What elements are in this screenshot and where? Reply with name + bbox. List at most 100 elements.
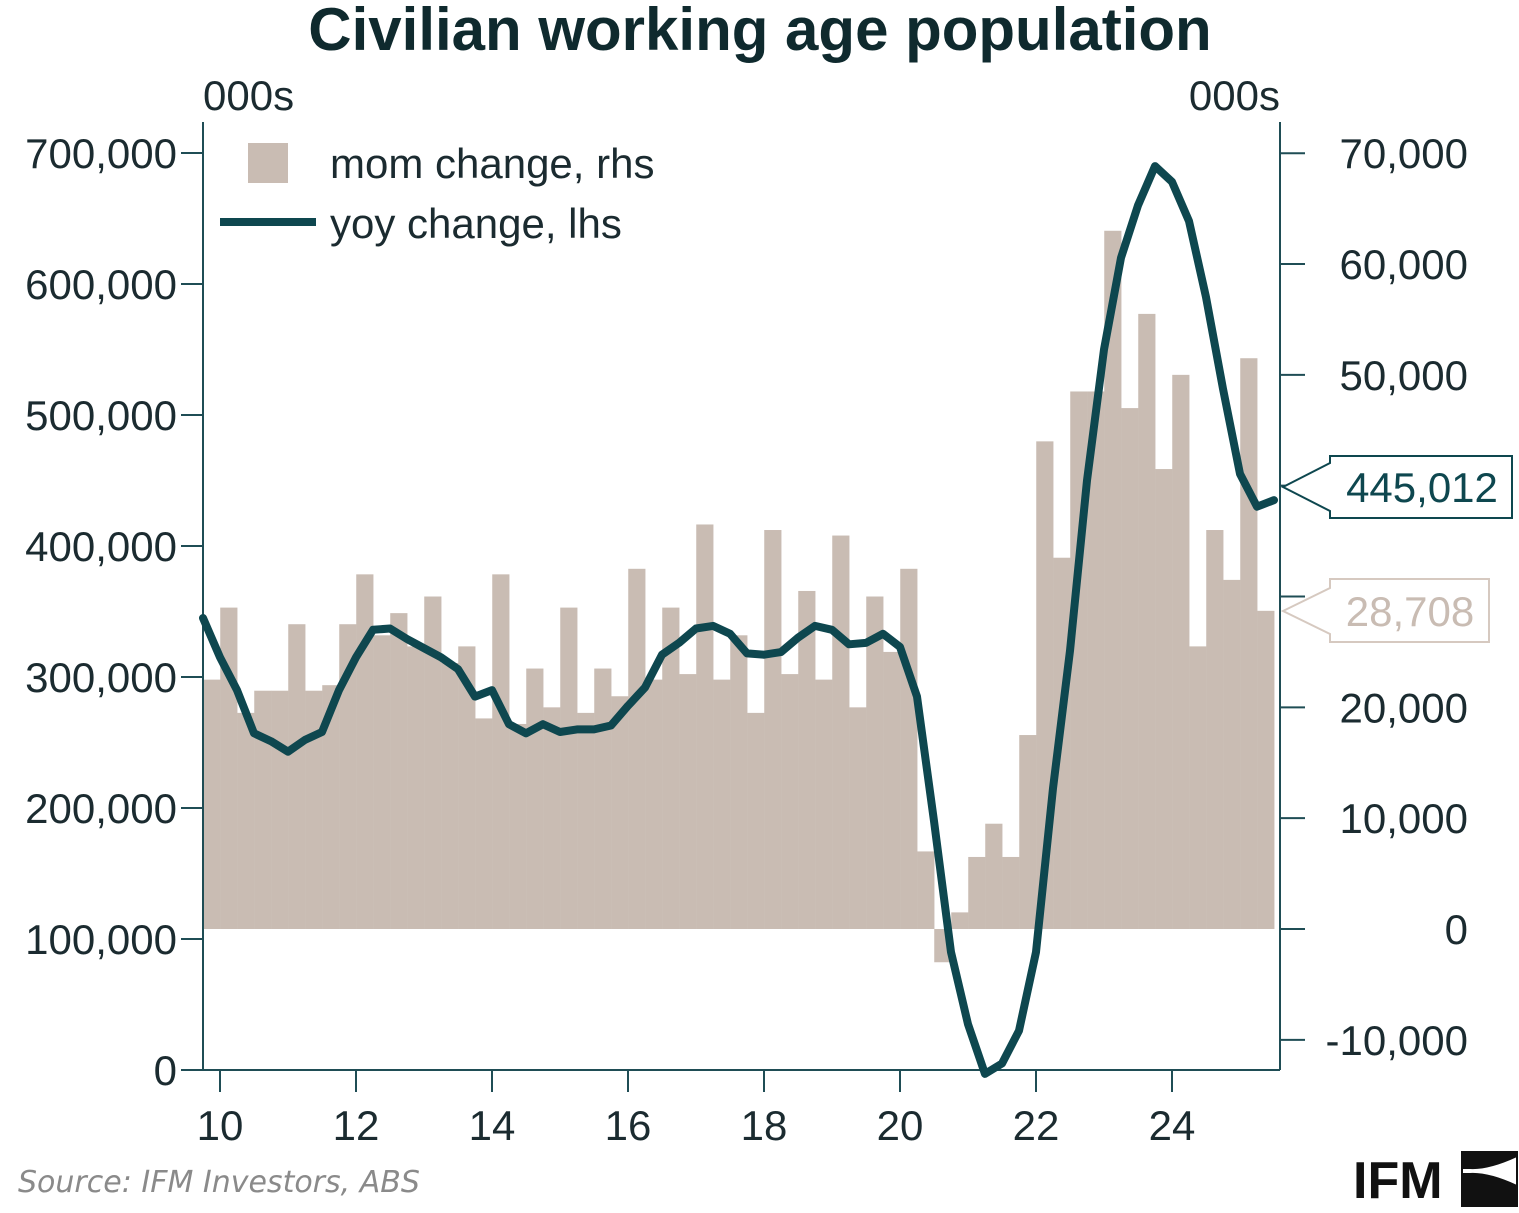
- chart-title: Civilian working age population: [308, 0, 1211, 63]
- yoy-line: [199, 162, 1278, 1078]
- x-tick-label: 18: [741, 1102, 788, 1149]
- bar-10: [373, 635, 391, 929]
- bar-7: [322, 685, 340, 929]
- legend: mom change, rhs yoy change, lhs: [220, 140, 654, 247]
- bar-56: [1155, 469, 1173, 929]
- right-tick-label: -10,000: [1326, 1017, 1468, 1064]
- line-series: [199, 162, 1278, 1078]
- right-tick-label: 0: [1445, 906, 1468, 953]
- bar-55: [1138, 313, 1156, 929]
- bar-53: [1104, 230, 1122, 929]
- bar-34: [781, 674, 799, 929]
- bar-8: [339, 624, 357, 929]
- right-tick-label: 70,000: [1340, 130, 1468, 177]
- bar-42: [917, 851, 935, 929]
- right-tick-label: 50,000: [1340, 352, 1468, 399]
- callout-mom: 28,708: [1280, 578, 1490, 643]
- x-tick-label: 10: [197, 1102, 244, 1149]
- left-tick-label: 300,000: [25, 654, 177, 701]
- bar-22: [577, 712, 595, 929]
- bar-61: [1240, 358, 1258, 930]
- bar-37: [832, 535, 850, 929]
- bar-2: [237, 712, 255, 929]
- legend-label-yoy: yoy change, lhs: [330, 200, 622, 247]
- bar-54: [1121, 408, 1139, 929]
- bar-21: [560, 607, 578, 929]
- left-tick-label: 0: [154, 1047, 177, 1094]
- bar-20: [543, 707, 561, 929]
- bar-18: [509, 723, 527, 929]
- bar-44: [951, 912, 969, 929]
- left-tick-label: 700,000: [25, 130, 177, 177]
- bar-5: [288, 624, 306, 929]
- axes: 0 100,000 200,000 300,000 400,000 500,000 600,…: [25, 122, 1468, 1149]
- bar-30: [713, 679, 731, 929]
- bar-41: [900, 568, 918, 929]
- bar-52: [1087, 391, 1105, 929]
- source-note: Source: IFM Investors, ABS: [18, 1165, 420, 1200]
- bar-29: [696, 524, 714, 929]
- bar-48: [1019, 735, 1037, 929]
- left-tick-label: 500,000: [25, 392, 177, 439]
- bar-35: [798, 590, 816, 929]
- bar-33: [764, 530, 782, 929]
- bar-31: [730, 635, 748, 929]
- bar-45: [968, 856, 986, 929]
- callout-mom-label: 28,708: [1346, 588, 1474, 635]
- x-tick-label: 14: [469, 1102, 516, 1149]
- bar-27: [662, 607, 680, 929]
- bar-4: [271, 690, 289, 929]
- bar-12: [407, 646, 425, 929]
- bar-series: [203, 230, 1275, 963]
- bar-26: [645, 679, 663, 929]
- x-tick-label: 22: [1013, 1102, 1060, 1149]
- x-tick-label: 12: [333, 1102, 380, 1149]
- bar-32: [747, 712, 765, 929]
- bar-46: [985, 823, 1003, 929]
- callout-mom-box: [1280, 578, 1490, 643]
- left-tick-label: 100,000: [25, 916, 177, 963]
- bar-9: [356, 574, 374, 929]
- callout-yoy-box: [1280, 455, 1513, 519]
- right-tick-label: 20,000: [1340, 684, 1468, 731]
- bar-59: [1206, 530, 1224, 929]
- bar-3: [254, 690, 272, 929]
- bar-62: [1257, 610, 1275, 929]
- bar-40: [883, 651, 901, 929]
- bar-47: [1002, 856, 1020, 929]
- left-axis-unit: 000s: [203, 72, 294, 119]
- bar-17: [492, 574, 510, 929]
- x-tick-label: 16: [605, 1102, 652, 1149]
- bar-28: [679, 674, 697, 929]
- left-tick-label: 200,000: [25, 785, 177, 832]
- right-tick-label: 60,000: [1340, 241, 1468, 288]
- bar-24: [611, 696, 629, 929]
- x-tick-label: 20: [877, 1102, 924, 1149]
- legend-label-mom: mom change, rhs: [330, 140, 654, 187]
- right-axis-unit: 000s: [1189, 72, 1280, 119]
- left-tick-label: 400,000: [25, 523, 177, 570]
- bar-14: [441, 663, 459, 929]
- callout-yoy-label: 445,012: [1346, 464, 1498, 511]
- bar-0: [203, 679, 221, 929]
- ifm-logo: IFM: [1353, 1151, 1518, 1210]
- legend-bar-swatch: [248, 143, 288, 183]
- bar-15: [458, 646, 476, 929]
- bar-16: [475, 718, 493, 929]
- right-tick-label: 10,000: [1340, 795, 1468, 842]
- bar-25: [628, 568, 646, 929]
- logo-mark-icon: [1461, 1151, 1518, 1207]
- bar-23: [594, 668, 612, 929]
- bar-11: [390, 613, 408, 929]
- left-tick-label: 600,000: [25, 261, 177, 308]
- logo-text: IFM: [1353, 1152, 1443, 1210]
- bar-58: [1189, 646, 1207, 929]
- bar-13: [424, 596, 442, 929]
- bar-39: [866, 596, 884, 929]
- bar-57: [1172, 374, 1190, 930]
- bar-19: [526, 668, 544, 929]
- callout-yoy: 445,012: [1280, 455, 1513, 519]
- bar-38: [849, 707, 867, 929]
- bar-6: [305, 690, 323, 929]
